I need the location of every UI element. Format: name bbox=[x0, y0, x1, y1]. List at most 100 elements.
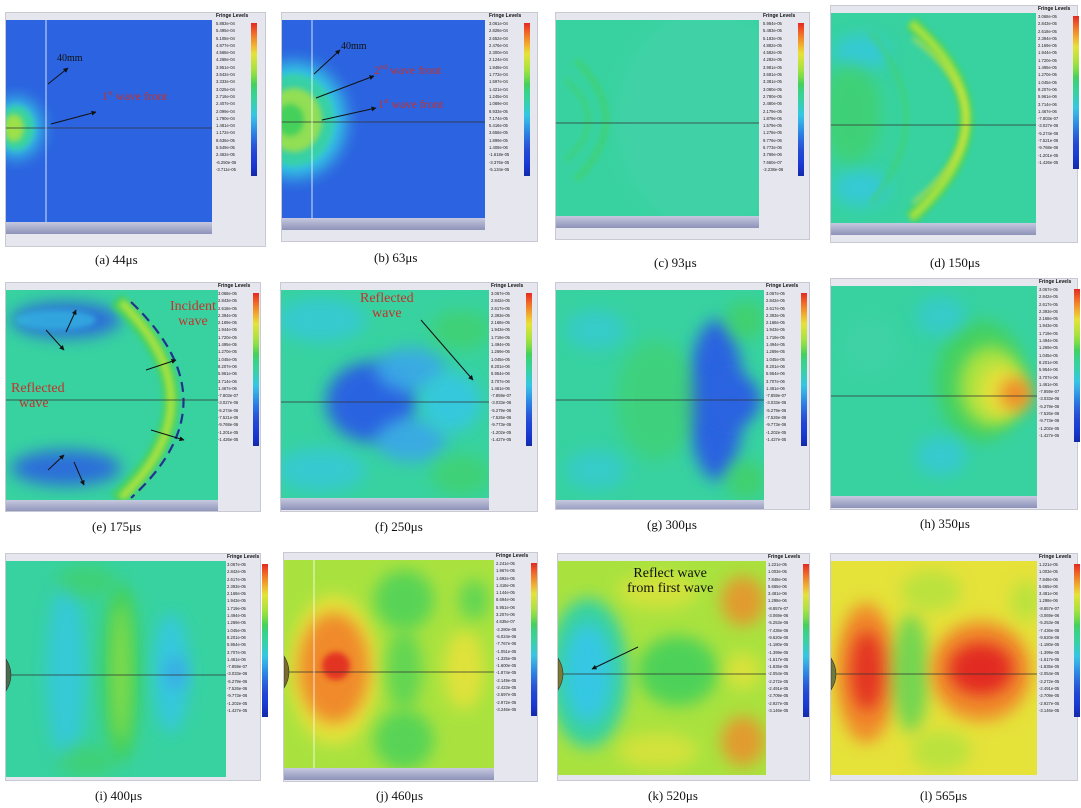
legend-tick-label: 2.168e-05 bbox=[491, 320, 510, 326]
caption-b: (b) 63μs bbox=[374, 250, 418, 265]
legend-tick-labels: 3.061e-04 2.828e-04 2.652e-04 2.476e-04 2.30… bbox=[489, 20, 509, 173]
annotation-1st-wave-front: 1st wave front bbox=[378, 97, 444, 111]
contour-region bbox=[281, 448, 366, 492]
legend-tick-label: 1.269e-05 bbox=[491, 349, 510, 355]
legend-tick-label: 6.773e-06 bbox=[763, 145, 782, 151]
contour-field bbox=[6, 20, 212, 222]
panel-k: Fringe Levels 1.221e-05 1.003e-05 7.848e-06… bbox=[557, 553, 810, 781]
load-point bbox=[6, 658, 12, 692]
legend-title: Fringe Levels bbox=[1039, 554, 1072, 560]
annotation-arrow bbox=[313, 49, 341, 75]
contour-region bbox=[376, 348, 446, 392]
legend-tick-label: -1.426e-05 bbox=[218, 436, 239, 442]
legend-tick-label: -1.180e-05 bbox=[1039, 642, 1060, 648]
legend-tick-label: 3.080e-05 bbox=[763, 86, 782, 92]
legend-tick-label: -2.149e-05 bbox=[496, 677, 517, 683]
contour-field bbox=[281, 290, 489, 498]
legend-tick-label: 2.168e-05 bbox=[766, 320, 785, 326]
legend-tick-label: -1.427e-05 bbox=[766, 436, 787, 442]
legend-tick-label: 8.201e-06 bbox=[1039, 359, 1058, 365]
legend-tick-label: 5.183e-05 bbox=[763, 35, 782, 41]
contour-plot bbox=[831, 13, 1036, 223]
contour-frame bbox=[281, 12, 538, 242]
legend-tick-label: 2.462e-05 bbox=[216, 152, 235, 158]
legend-tick-label: 3.642e-04 bbox=[216, 72, 235, 78]
legend-tick-label: 5.883e-04 bbox=[216, 21, 235, 26]
legend-tick-label: 1.692e-05 bbox=[496, 575, 515, 581]
legend-tick-label: -7.436e-06 bbox=[768, 627, 789, 633]
annotation-arrow bbox=[45, 329, 65, 351]
contour-region bbox=[1011, 581, 1037, 621]
legend-tick-label: -7.803e-07 bbox=[218, 393, 239, 399]
contour-frame bbox=[555, 12, 810, 240]
legend-tick-label: -7.859e-07 bbox=[1039, 389, 1060, 395]
contour-field bbox=[558, 561, 766, 775]
legend-title: Fringe Levels bbox=[1038, 6, 1071, 12]
legend-tick-label: 5.416e-05 bbox=[489, 123, 508, 129]
legend-tick-label: 7.174e-05 bbox=[489, 115, 508, 121]
annotation-arrow bbox=[150, 429, 185, 442]
legend-color-bar bbox=[262, 564, 268, 718]
annotation-40mm: 40mm bbox=[341, 41, 367, 52]
legend-tick-label: -2.238e-06 bbox=[763, 166, 784, 172]
legend-tick-label: -2.491e-05 bbox=[1039, 686, 1060, 692]
legend-tick-label: -1.201e-05 bbox=[218, 429, 239, 435]
contour-region bbox=[949, 643, 1013, 695]
contour-region bbox=[726, 460, 764, 500]
contour-region bbox=[281, 298, 366, 342]
frame-bottom-bar bbox=[6, 500, 218, 511]
legend-tick-label: -5.134e-05 bbox=[489, 166, 510, 172]
legend-tick-label: 1.720e-05 bbox=[1038, 57, 1057, 63]
contour-region bbox=[566, 450, 626, 490]
legend-tick-label: -7.526e-06 bbox=[227, 686, 248, 692]
legend-tick-label: -7.526e-06 bbox=[766, 415, 787, 421]
legend-tick-label: 3.481e-06 bbox=[1039, 591, 1058, 597]
legend-tick-labels: 5.883e-04 5.495e-04 5.108e-04 4.877e-04 4.56… bbox=[216, 20, 236, 173]
contour-frame bbox=[830, 278, 1078, 510]
legend-tick-label: -3.033e-06 bbox=[766, 400, 787, 406]
legend-tick-label: 3.714e-06 bbox=[218, 378, 237, 384]
legend-tick-label: 2.393e-05 bbox=[491, 312, 510, 318]
contour-plot bbox=[556, 20, 759, 216]
legend-tick-label: -9.768e-06 bbox=[1038, 145, 1059, 151]
legend-tick-label: 1.944e-05 bbox=[1038, 50, 1057, 56]
legend-tick-label: -2.972e-05 bbox=[496, 699, 517, 705]
legend-tick-label: 5.984e-05 bbox=[763, 21, 782, 26]
legend-tick-label: 8.207e-06 bbox=[218, 363, 237, 369]
legend-tick-label: -1.202e-05 bbox=[1039, 425, 1060, 431]
legend-tick-label: -5.274e-06 bbox=[1038, 130, 1059, 136]
legend-tick-label: -3.376e-05 bbox=[489, 159, 510, 165]
legend-tick-label: 1.408e-06 bbox=[489, 145, 508, 151]
legend-tick-label: 5.954e-06 bbox=[227, 642, 246, 648]
contour-region bbox=[16, 310, 96, 330]
legend-tick-labels: 3.068e-05 2.843e-05 2.618e-05 2.394e-05 2.16… bbox=[1038, 13, 1058, 166]
legend-tick-label: 1.069e-04 bbox=[489, 101, 508, 107]
legend-title: Fringe Levels bbox=[227, 554, 260, 560]
legend-tick-label: 2.300e-04 bbox=[489, 50, 508, 56]
legend-tick-labels: 3.068e-05 2.843e-05 2.618e-05 2.394e-05 2.16… bbox=[218, 290, 238, 443]
panel-d: Fringe Levels 3.068e-05 2.843e-05 2.618e-05… bbox=[830, 5, 1079, 243]
legend-tick-label: 7.848e-06 bbox=[768, 576, 787, 582]
legend-tick-label: 1.270e-05 bbox=[218, 349, 237, 355]
legend-tick-label: 5.951e-06 bbox=[496, 604, 515, 610]
legend-tick-label: 1.270e-05 bbox=[1038, 72, 1057, 78]
legend-tick-label: 4.882e-05 bbox=[763, 42, 782, 48]
legend-tick-label: 3.061e-04 bbox=[489, 21, 508, 26]
legend-tick-labels: 2.241e-05 1.967e-05 1.692e-05 1.418e-05 1.14… bbox=[496, 560, 516, 713]
legend-tick-label: -1.202e-05 bbox=[766, 429, 787, 435]
contour-region bbox=[431, 310, 489, 350]
caption-a: (a) 44μs bbox=[95, 252, 138, 267]
contour-region bbox=[893, 613, 929, 733]
legend-tick-label: 1.221e-05 bbox=[768, 562, 787, 567]
legend-tick-label: 1.045e-05 bbox=[1039, 352, 1058, 358]
legend-tick-label: 1.719e-05 bbox=[491, 334, 510, 340]
legend-tick-label: 2.716e-04 bbox=[216, 93, 235, 99]
legend-tick-label: 8.694e-06 bbox=[496, 597, 515, 603]
legend-tick-label: 2.476e-04 bbox=[489, 42, 508, 48]
legend-tick-label: -2.927e-05 bbox=[768, 700, 789, 706]
contour-frame bbox=[5, 282, 261, 512]
legend-tick-label: -3.146e-05 bbox=[1039, 707, 1060, 713]
legend-tick-label: 1.298e-06 bbox=[1039, 598, 1058, 604]
contour-plot bbox=[284, 560, 494, 768]
legend-color-bar bbox=[1073, 16, 1079, 170]
